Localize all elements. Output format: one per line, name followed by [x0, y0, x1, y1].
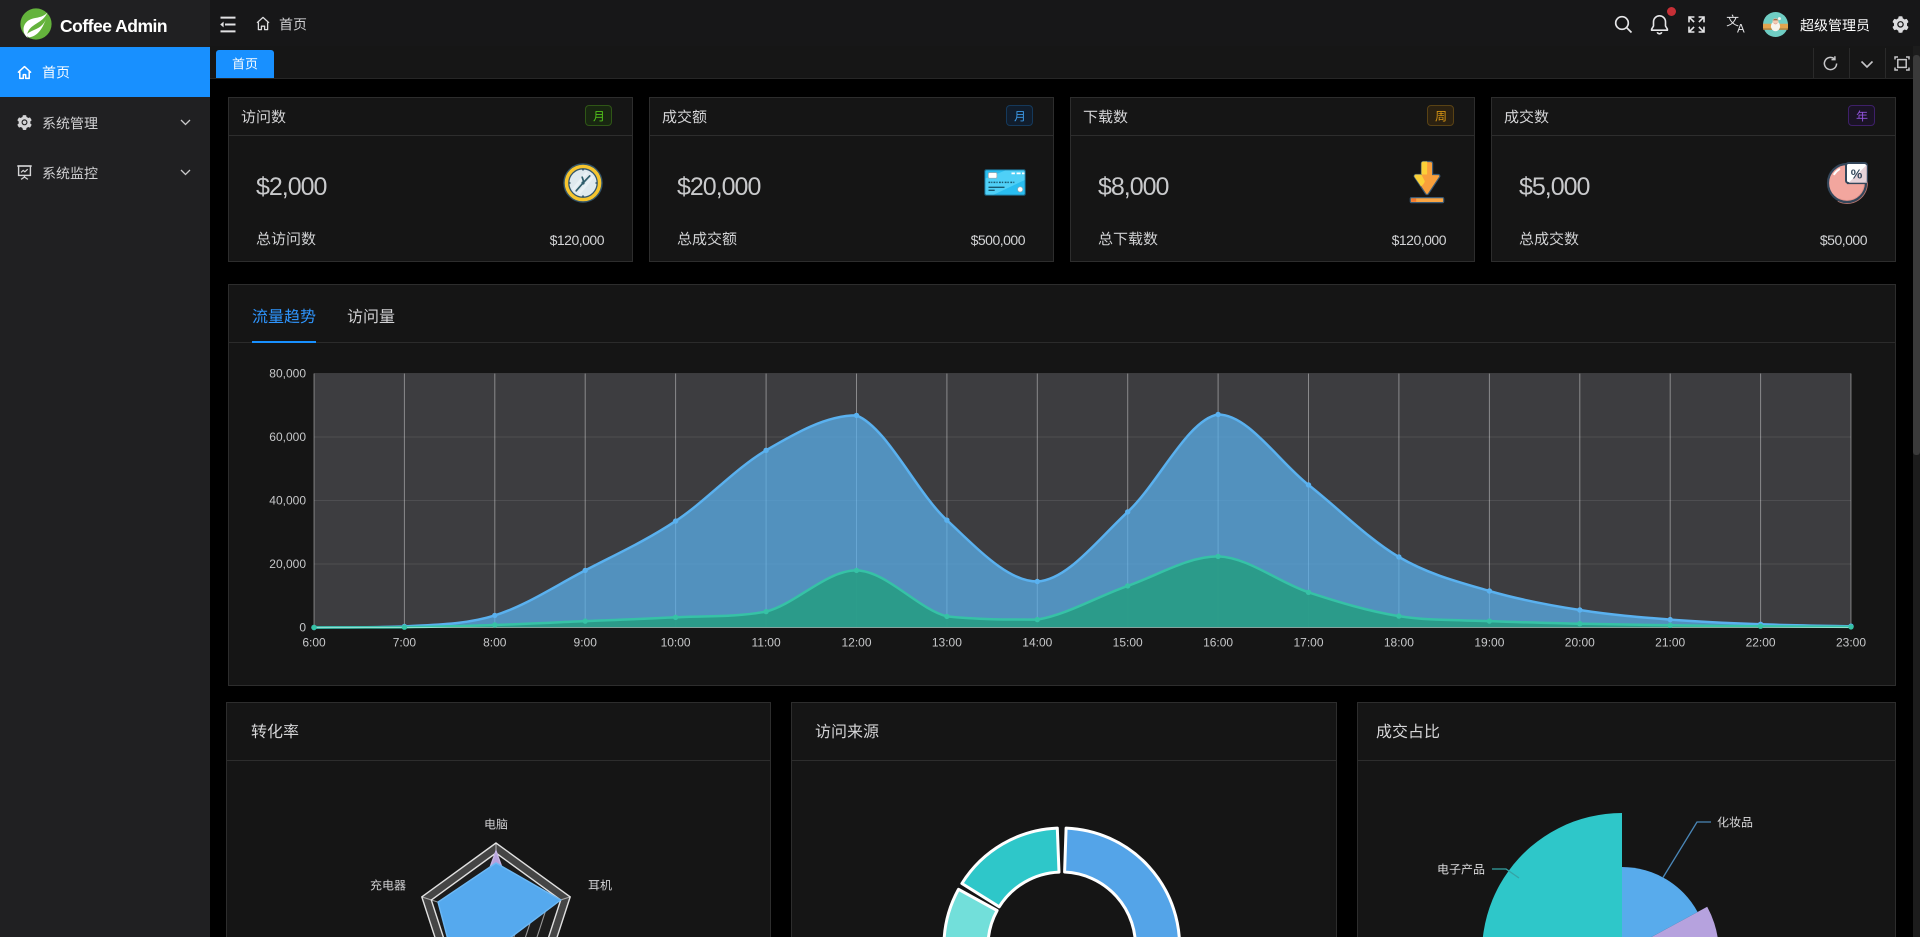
svg-text:19:00: 19:00 — [1474, 636, 1504, 650]
svg-text:18:00: 18:00 — [1384, 636, 1414, 650]
svg-text:14:00: 14:00 — [1022, 636, 1052, 650]
svg-text:15:00: 15:00 — [1113, 636, 1143, 650]
svg-text:13:00: 13:00 — [932, 636, 962, 650]
svg-text:40,000: 40,000 — [269, 494, 306, 508]
svg-text:80,000: 80,000 — [269, 367, 306, 381]
svg-text:20,000: 20,000 — [269, 557, 306, 571]
svg-text:12:00: 12:00 — [841, 636, 871, 650]
svg-text:9:00: 9:00 — [574, 636, 598, 650]
svg-text:60,000: 60,000 — [269, 430, 306, 444]
svg-text:22:00: 22:00 — [1746, 636, 1776, 650]
svg-text:10:00: 10:00 — [661, 636, 691, 650]
svg-text:21:00: 21:00 — [1655, 636, 1685, 650]
svg-text:23:00: 23:00 — [1836, 636, 1866, 650]
svg-text:A: A — [1737, 24, 1745, 34]
svg-text:16:00: 16:00 — [1203, 636, 1233, 650]
svg-text:7:00: 7:00 — [393, 636, 417, 650]
svg-text:6:00: 6:00 — [302, 636, 326, 650]
svg-text:8:00: 8:00 — [483, 636, 507, 650]
svg-text:11:00: 11:00 — [752, 636, 781, 650]
svg-text:%: % — [1851, 166, 1863, 181]
svg-text:17:00: 17:00 — [1293, 636, 1323, 650]
svg-text:0: 0 — [299, 621, 306, 635]
svg-text:20:00: 20:00 — [1565, 636, 1595, 650]
